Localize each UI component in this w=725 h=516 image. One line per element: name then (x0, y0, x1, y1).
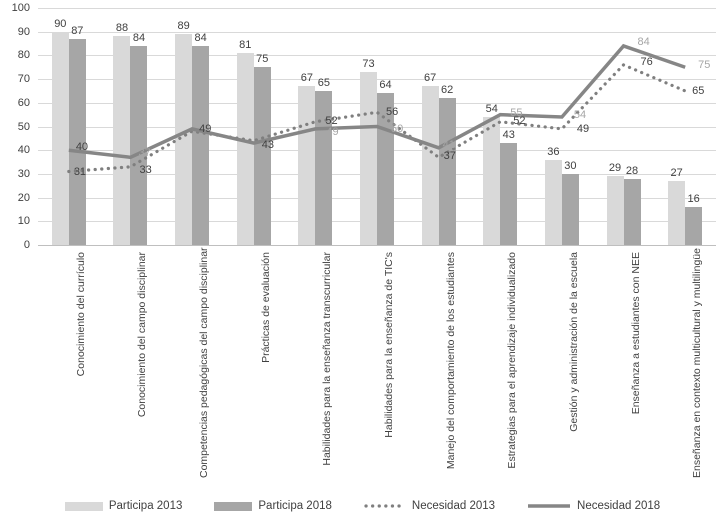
line-data-label: 31 (73, 165, 87, 178)
bar-participa-2018 (253, 67, 271, 245)
bar-data-label: 84 (132, 31, 146, 44)
bar-data-label: 54 (485, 103, 498, 116)
line-data-label: 43 (261, 139, 274, 152)
line-data-label: 37 (443, 150, 456, 163)
y-tick-label: 100 (11, 2, 30, 14)
line-data-label: 52 (325, 114, 338, 127)
category-label: Enseñanza en contexto multicultural y mu… (691, 248, 704, 478)
line-data-label: 40 (75, 141, 89, 154)
bar-participa-2013 (544, 159, 562, 245)
line-data-label: 52 (513, 114, 526, 127)
category-label: Competencias pedagógicas del campo disci… (198, 247, 211, 478)
legend-label: Participa 2018 (258, 500, 332, 512)
line-data-label: 56 (386, 106, 399, 119)
bar-data-label: 65 (317, 76, 330, 89)
bar-data-label: 28 (625, 164, 639, 177)
y-tick-label: 20 (17, 191, 30, 204)
gridline (38, 8, 716, 9)
bar-data-label: 62 (441, 84, 454, 97)
y-tick-label: 30 (17, 167, 30, 180)
bar-data-label: 89 (177, 20, 190, 33)
line-data-label: 54 (573, 109, 587, 122)
line-data-label: 49 (326, 125, 339, 138)
bar-participa-2018 (623, 178, 641, 245)
category-label: Manejo del comportamiento de los estudia… (444, 252, 457, 470)
chart-legend: Participa 2013 Participa 2018 Necesidad … (0, 500, 725, 512)
category-label: Habilidades para la enseñanza transcurri… (321, 252, 334, 466)
category-label: Conocimiento del campo disciplinar (136, 252, 149, 418)
bar-data-label: 67 (300, 72, 313, 85)
category-label: Conocimiento del currículo (74, 252, 87, 377)
bar-data-label: 27 (670, 167, 683, 179)
bar-data-label: 73 (362, 57, 375, 70)
bar-participa-2018 (192, 45, 210, 245)
category-label: Prácticas de evaluación (259, 252, 272, 363)
bar-participa-2013 (175, 34, 193, 245)
legend-swatch-dark-bar-icon (214, 501, 253, 511)
y-tick-label: 40 (17, 144, 30, 157)
line-data-label: 65 (692, 84, 705, 97)
line-data-label: 50 (391, 122, 404, 135)
legend-item-participa-2013: Participa 2013 (64, 500, 183, 512)
bar-data-label: 75 (256, 53, 269, 66)
bar-participa-2013 (298, 86, 316, 245)
y-tick-label: 90 (17, 25, 30, 38)
bar-participa-2013 (113, 36, 131, 245)
bar-data-label: 88 (115, 22, 129, 35)
bar-participa-2018 (500, 143, 518, 245)
line-data-label: 84 (637, 35, 650, 48)
bar-participa-2018 (685, 207, 703, 245)
legend-label: Necesidad 2013 (411, 500, 496, 512)
legend-swatch-light-bar-icon (64, 501, 103, 511)
y-tick-label: 60 (17, 96, 30, 109)
bar-participa-2013 (421, 86, 439, 245)
bar-data-label: 29 (608, 162, 622, 175)
bar-data-label: 43 (502, 129, 515, 142)
y-tick-label: 50 (17, 120, 30, 133)
legend-swatch-dotted-line-icon (364, 504, 406, 508)
y-tick-label: 70 (17, 73, 30, 86)
legend-item-necesidad-2018: Necesidad 2018 (527, 500, 660, 512)
bar-participa-2013 (606, 176, 624, 245)
bar-data-label: 67 (424, 72, 437, 85)
gridline (38, 31, 716, 33)
x-axis-line (38, 245, 716, 246)
bar-participa-2013 (51, 31, 69, 245)
bar-data-label: 87 (71, 24, 84, 37)
bar-data-label: 36 (547, 145, 560, 158)
bar-participa-2018 (561, 173, 579, 245)
bar-participa-2013 (236, 53, 254, 245)
line-data-label: 37 (138, 147, 151, 160)
legend-item-necesidad-2013: Necesidad 2013 (364, 500, 495, 512)
bar-data-label: 16 (687, 193, 700, 206)
line-data-label: 49 (199, 122, 212, 135)
y-tick-label: 80 (17, 49, 30, 62)
legend-label: Necesidad 2018 (577, 500, 661, 512)
line-data-label: 49 (576, 122, 590, 135)
legend-swatch-solid-line-icon (528, 504, 571, 508)
category-label: Estrategias para el aprendizaje individu… (506, 252, 519, 469)
category-label: Gestión y administración de la escuela (567, 252, 580, 432)
legend-item-participa-2018: Participa 2018 (214, 500, 332, 512)
bar-participa-2013 (668, 181, 686, 245)
bar-data-label: 81 (239, 39, 252, 52)
line-data-label: 41 (442, 138, 455, 151)
bar-data-label: 30 (564, 159, 577, 172)
category-label: Habilidades para la enseñanza de TIC's (383, 252, 395, 438)
legend-label: Participa 2013 (108, 500, 183, 512)
line-data-label: 75 (698, 59, 711, 72)
bar-data-label: 64 (379, 79, 392, 92)
category-label: Enseñanza a estudiantes con NEE (629, 252, 642, 415)
line-data-label: 55 (510, 106, 523, 119)
line-data-label: 33 (139, 163, 152, 176)
bar-data-label: 84 (194, 31, 207, 44)
bar-participa-2018 (130, 45, 148, 245)
bar-data-label: 90 (54, 17, 67, 30)
bar-participa-2018 (438, 98, 456, 245)
y-tick-label: 0 (23, 239, 30, 251)
line-data-label: 76 (640, 55, 653, 68)
y-tick-label: 10 (17, 215, 30, 228)
bar-participa-2013 (360, 71, 377, 245)
